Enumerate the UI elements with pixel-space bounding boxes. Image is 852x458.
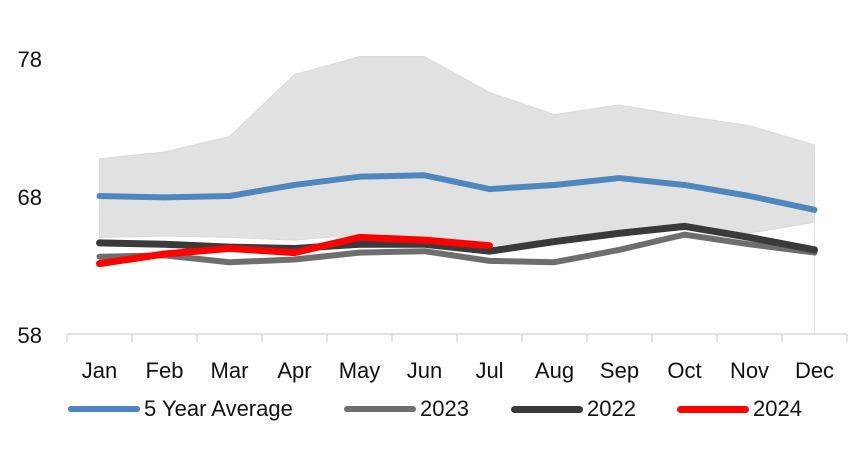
x-axis-label: Mar [211,358,249,383]
x-axis-label: Nov [730,358,769,383]
x-axis-label: Sep [600,358,639,383]
legend-swatch [511,405,583,413]
chart-canvas: Jan Feb Mar Apr May Jun Jul Aug Sep Oct Nov Dec 78 68… [18,47,848,383]
x-axis-label: Jan [82,358,117,383]
x-axis-label: Oct [667,358,701,383]
legend-label: 5 Year Average [144,396,293,421]
legend-label: 2024 [753,396,802,421]
x-axis-label: Feb [146,358,184,383]
series-line-2024 [96,233,493,268]
x-axis-label: May [339,358,381,383]
x-axis-label: Jun [407,358,442,383]
x-axis-label: Aug [535,358,574,383]
legend-item-2023: 2023 [344,393,469,425]
x-axis-label: Jul [475,358,503,383]
legend-label: 2023 [420,396,469,421]
legend-item-5-year-average: 5 Year Average [68,393,293,425]
x-axis-label: Dec [795,358,834,383]
legend-label: 2022 [587,396,636,421]
range-band [99,56,815,247]
series-line-2023 [96,231,818,266]
series-line-5-year-average [96,172,818,213]
x-axis-label: Apr [277,358,311,383]
legend-swatch [344,406,416,412]
y-axis-label: 68 [18,185,42,210]
y-axis-label: 78 [18,47,42,72]
legend-item-2022: 2022 [511,393,636,425]
legend-swatch [677,405,749,413]
y-axis-label: 58 [18,323,42,348]
chart-legend: 5 Year Average 2023 2022 2024 [0,393,852,425]
legend-swatch [68,406,140,412]
legend-item-2024: 2024 [677,393,802,425]
